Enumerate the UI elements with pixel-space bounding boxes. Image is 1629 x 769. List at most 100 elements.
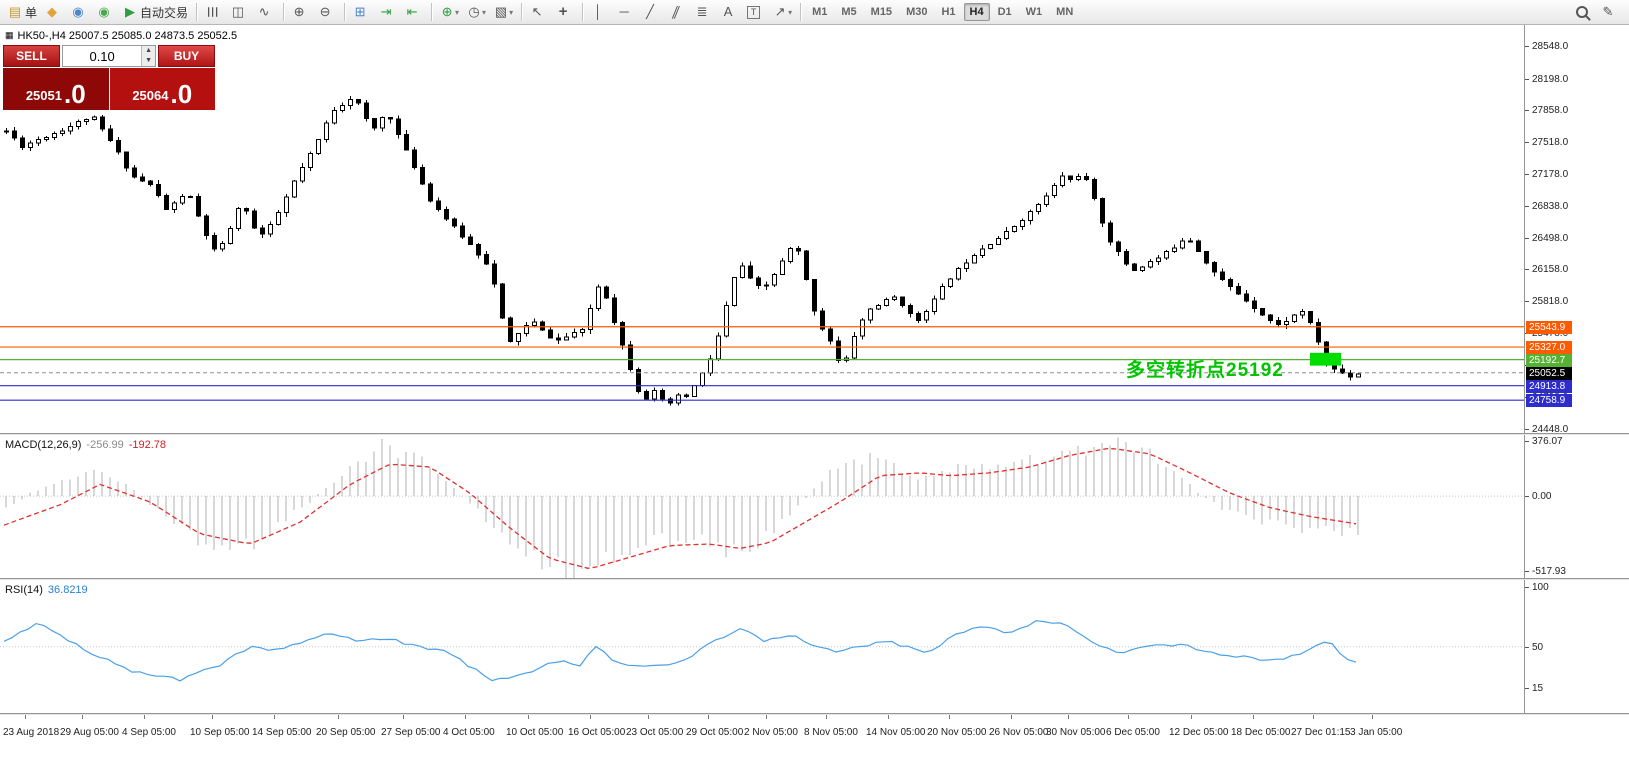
community-icon: ◉ <box>72 4 84 19</box>
macd-axis-label: -517.93 <box>1532 566 1566 578</box>
candlestick-chart-button[interactable]: ◫ <box>228 2 252 22</box>
cursor-button[interactable]: ↖ <box>527 2 551 22</box>
timeframe-m15[interactable]: M15 <box>870 6 893 18</box>
price-chart-canvas[interactable] <box>0 25 1524 433</box>
autotrading-button[interactable]: ▶ 自动交易 <box>120 2 191 22</box>
time-axis-label: 29 Oct 05:00 <box>686 727 744 738</box>
time-axis-label: 8 Nov 05:00 <box>804 727 858 738</box>
chart-ohlc-text: HK50-,H4 25007.5 25085.0 24873.5 25052.5 <box>17 30 238 42</box>
vertical-line-icon: │ <box>594 4 603 19</box>
time-axis-label: 3 Jan 05:00 <box>1350 727 1403 738</box>
quick-edit-button[interactable]: ✎ <box>1598 2 1622 22</box>
periods-button[interactable]: ◷ ▾ <box>464 2 489 22</box>
price-axis-label: 26158.0 <box>1532 264 1569 276</box>
price-axis-tick <box>1525 269 1529 271</box>
price-axis-label: 26838.0 <box>1532 200 1569 212</box>
timeframe-h4[interactable]: H4 <box>963 3 990 21</box>
price-axis-tick <box>1525 429 1529 431</box>
volume-increase-button[interactable]: ▲ <box>142 46 155 56</box>
buy-price-big: .0 <box>170 79 193 109</box>
sell-price[interactable]: 25051 .0 <box>3 68 109 110</box>
label-button[interactable]: T <box>744 2 768 22</box>
timeframe-mn[interactable]: MN <box>1056 6 1074 18</box>
time-axis-tick <box>212 715 213 719</box>
time-axis-tick <box>826 715 827 719</box>
time-scale[interactable]: 23 Aug 2018 29 Aug 05:00 4 Sep 05:00 10 Sep… <box>0 715 1629 769</box>
chart-shift-button[interactable]: ⇤ <box>402 2 426 22</box>
search-button[interactable] <box>1570 2 1596 22</box>
pivot-annotation: 多空转折点25192 <box>1126 360 1284 381</box>
volume-decrease-button[interactable]: ▼ <box>142 56 155 66</box>
time-axis-tick <box>708 715 709 719</box>
price-level-badge: 25543.9 <box>1526 320 1572 334</box>
timeframe-m30[interactable]: M30 <box>906 6 928 18</box>
fibonacci-button[interactable]: ≣ <box>692 2 716 22</box>
timeframe-d1[interactable]: D1 <box>997 6 1012 18</box>
buy-button[interactable]: BUY <box>158 45 215 67</box>
metaeditor-button[interactable]: ◆ <box>42 2 66 22</box>
volume-control: ▲ ▼ <box>62 45 156 67</box>
bar-chart-button[interactable]: ☰ <box>202 2 226 22</box>
text-button[interactable]: A <box>718 2 742 22</box>
time-axis-label: 10 Sep 05:00 <box>190 727 250 738</box>
volume-input[interactable] <box>63 46 142 66</box>
new-order-button[interactable]: ▤ 单 <box>5 2 40 22</box>
sell-button[interactable]: SELL <box>3 45 60 67</box>
time-axis-label: 20 Nov 05:00 <box>927 727 987 738</box>
timeframe-m5[interactable]: M5 <box>841 6 857 18</box>
timeframe-m1[interactable]: M1 <box>812 6 828 18</box>
trendline-button[interactable]: ╱ <box>640 2 664 22</box>
panel-separator[interactable] <box>0 433 1629 435</box>
indicators-icon: ⊕ <box>441 4 453 19</box>
tile-windows-button[interactable]: ⊞ <box>350 2 374 22</box>
vertical-line-button[interactable]: │ <box>588 2 612 22</box>
timeframe-w1[interactable]: W1 <box>1025 6 1043 18</box>
toolbar-separator <box>283 3 285 21</box>
community-button[interactable]: ◉ <box>68 2 92 22</box>
caret-down-icon: ▾ <box>788 7 793 17</box>
auto-scroll-button[interactable]: ⇥ <box>376 2 400 22</box>
price-axis-label: 27518.0 <box>1532 137 1569 149</box>
time-axis-tick <box>888 715 889 719</box>
auto-scroll-icon: ⇥ <box>380 4 392 19</box>
toolbar-separator <box>521 3 523 21</box>
price-scale[interactable]: 28548.0 28198.0 27858.0 27518.0 27178.0 26838… <box>1524 25 1628 713</box>
time-axis-tick <box>274 715 275 719</box>
timeframe-h1[interactable]: H1 <box>941 6 956 18</box>
zoom-out-button[interactable]: ⊖ <box>315 2 339 22</box>
time-axis-tick <box>338 715 339 719</box>
time-axis-tick <box>1011 715 1012 719</box>
buy-price[interactable]: 25064 .0 <box>109 68 215 110</box>
time-axis-label: 29 Aug 05:00 <box>60 727 119 738</box>
panel-separator[interactable] <box>0 578 1629 580</box>
time-axis-label: 14 Sep 05:00 <box>252 727 312 738</box>
macd-canvas <box>0 437 1524 578</box>
time-axis-tick <box>766 715 767 719</box>
price-axis-label: 26498.0 <box>1532 232 1569 244</box>
macd-axis-tick <box>1525 496 1529 498</box>
new-order-icon: ▤ <box>8 4 22 19</box>
channel-button[interactable]: ∥ <box>666 2 690 22</box>
indicators-button[interactable]: ⊕ ▾ <box>437 2 462 22</box>
line-chart-button[interactable]: ∿ <box>254 2 278 22</box>
macd-value-signal: -192.78 <box>128 439 167 451</box>
one-click-trading-panel: SELL ▲ ▼ BUY 25051 .0 25064 .0 <box>3 45 215 110</box>
text-icon: A <box>723 4 733 19</box>
time-axis-label: 23 Aug 2018 <box>3 727 60 738</box>
periods-icon: ◷ <box>468 4 480 19</box>
arrows-button[interactable]: ↗ ▾ <box>770 2 795 22</box>
rsi-value: 36.8219 <box>47 584 88 596</box>
zoom-in-icon: ⊕ <box>293 4 305 19</box>
rsi-axis-label: 100 <box>1532 582 1549 594</box>
macd-axis-tick <box>1525 571 1529 573</box>
metaeditor-icon: ◆ <box>47 4 58 19</box>
zoom-in-button[interactable]: ⊕ <box>289 2 313 22</box>
panel-separator[interactable] <box>0 713 1629 715</box>
time-axis-tick <box>1253 715 1254 719</box>
time-axis-tick <box>1313 715 1314 719</box>
time-axis-label: 30 Nov 05:00 <box>1046 727 1106 738</box>
crosshair-button[interactable]: + <box>553 2 577 22</box>
horizontal-line-button[interactable]: ─ <box>614 2 638 22</box>
templates-button[interactable]: ▧ ▾ <box>491 2 516 22</box>
guide-button[interactable]: ◉ <box>94 2 118 22</box>
